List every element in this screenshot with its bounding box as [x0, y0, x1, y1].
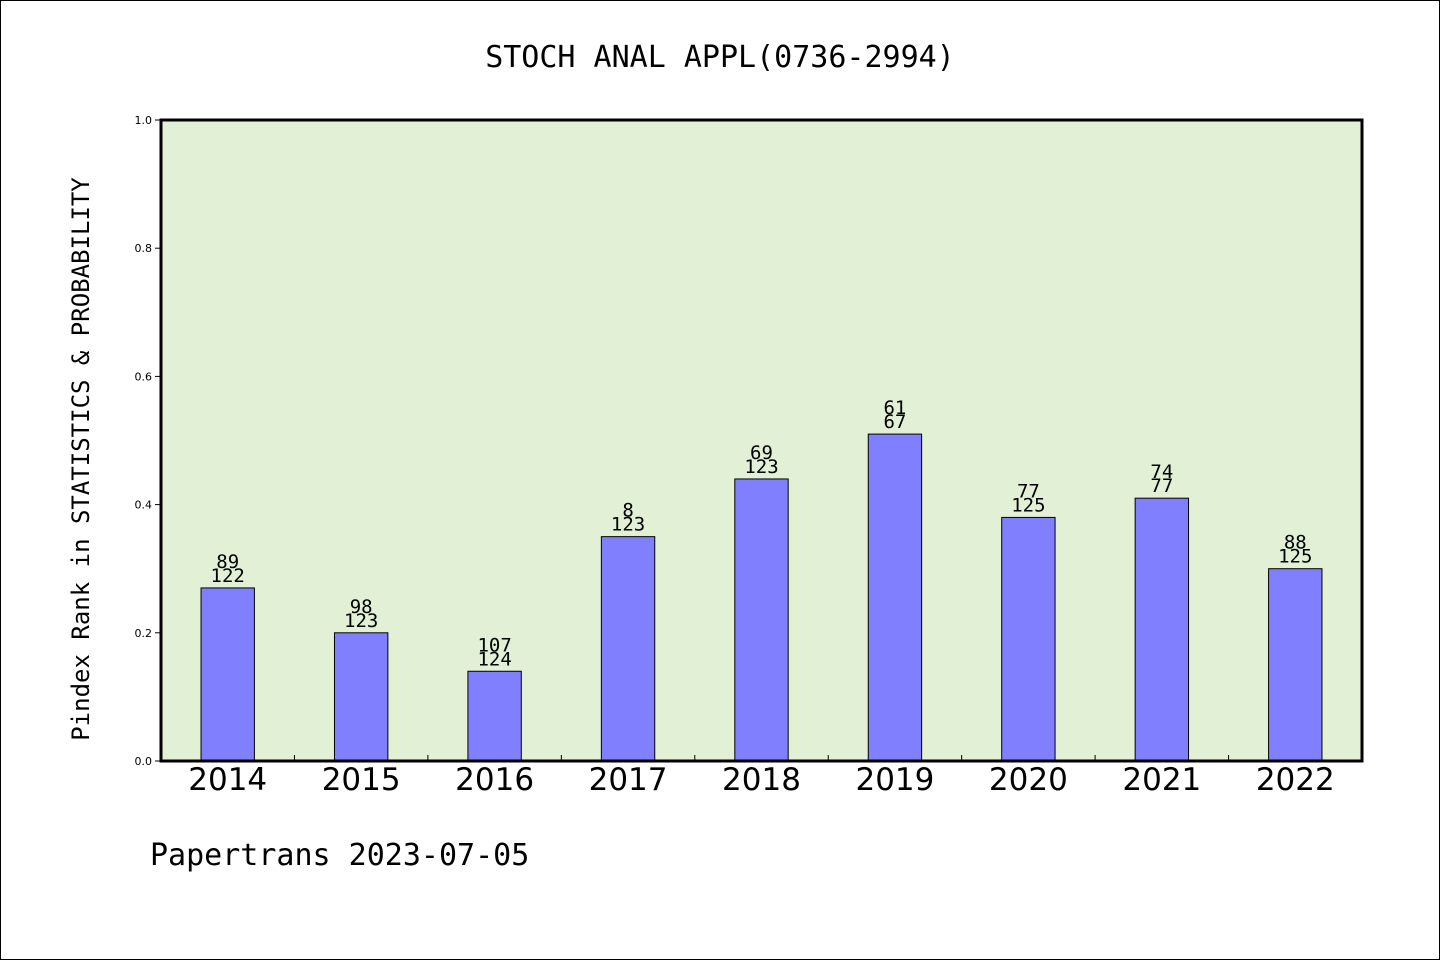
y-tick-label-3: 0.6 — [135, 370, 153, 383]
bar-rank-label-2017: 8 — [622, 500, 633, 522]
y-tick-label-2: 0.4 — [135, 499, 153, 512]
bar-2017 — [600, 536, 656, 762]
y-tick-label-1: 0.2 — [135, 627, 153, 640]
bar-total-label-2022: 125 — [1278, 546, 1312, 568]
bar-total-label-2015: 123 — [344, 610, 378, 632]
bar-2021 — [1134, 497, 1190, 762]
y-ticks-layer: 0.0 0.2 0.4 0.6 0.8 1.0 — [135, 114, 161, 768]
y-tick-label-0: 0.0 — [135, 755, 153, 768]
bar-total-label-2018: 123 — [744, 456, 778, 478]
chart-title: STOCH ANAL APPL(0736-2994) — [485, 40, 955, 75]
plot-border — [159, 118, 1364, 763]
x-tick-label-2021: 2021 — [1122, 762, 1201, 798]
bar-rank-label-2016: 107 — [477, 634, 511, 656]
bar-2018 — [734, 478, 789, 762]
x-ticks-layer: 2014 2015 2016 2017 2018 2019 2020 2021 2022 — [188, 755, 1335, 798]
bar-rank-label-2022: 88 — [1284, 532, 1307, 554]
bar-rank-label-2019: 61 — [883, 397, 906, 419]
bar-total-label-2021: 77 — [1150, 475, 1173, 497]
bar-rank-label-2020: 77 — [1017, 480, 1040, 502]
bar-2019 — [867, 433, 923, 762]
x-tick-label-2014: 2014 — [188, 762, 267, 798]
bar-total-label-2014: 122 — [211, 565, 245, 587]
x-tick-label-2018: 2018 — [722, 762, 801, 798]
y-tick-label-4: 0.8 — [135, 242, 153, 255]
y-axis-label: Pindex Rank in STATISTICS & PROBABILITY — [67, 177, 95, 741]
y-tick-label-5: 1.0 — [135, 114, 153, 127]
bar-2020 — [1001, 516, 1056, 762]
bar-labels-layer: 8912298123107124812369123616777125747788… — [211, 397, 1313, 670]
x-tick-label-2017: 2017 — [589, 762, 668, 798]
bar-rank-label-2018: 69 — [750, 442, 773, 464]
bar-2015 — [333, 632, 389, 762]
bar-total-label-2020: 125 — [1011, 494, 1045, 516]
x-tick-label-2022: 2022 — [1256, 762, 1335, 798]
x-tick-label-2019: 2019 — [855, 762, 934, 798]
footer-text: Papertrans 2023-07-05 — [150, 838, 529, 873]
bar-2022 — [1268, 568, 1323, 762]
bar-2016 — [467, 670, 522, 762]
bar-2014 — [200, 587, 255, 762]
x-tick-label-2015: 2015 — [322, 762, 401, 798]
bar-total-label-2016: 124 — [477, 648, 511, 670]
bar-total-label-2019: 67 — [883, 411, 906, 433]
bar-total-label-2017: 123 — [611, 514, 645, 536]
x-tick-label-2020: 2020 — [989, 762, 1068, 798]
bar-rank-label-2015: 98 — [350, 596, 373, 618]
bars-layer — [200, 433, 1323, 762]
x-tick-label-2016: 2016 — [455, 762, 534, 798]
bar-rank-label-2014: 89 — [216, 551, 239, 573]
bar-rank-label-2021: 74 — [1150, 461, 1173, 483]
